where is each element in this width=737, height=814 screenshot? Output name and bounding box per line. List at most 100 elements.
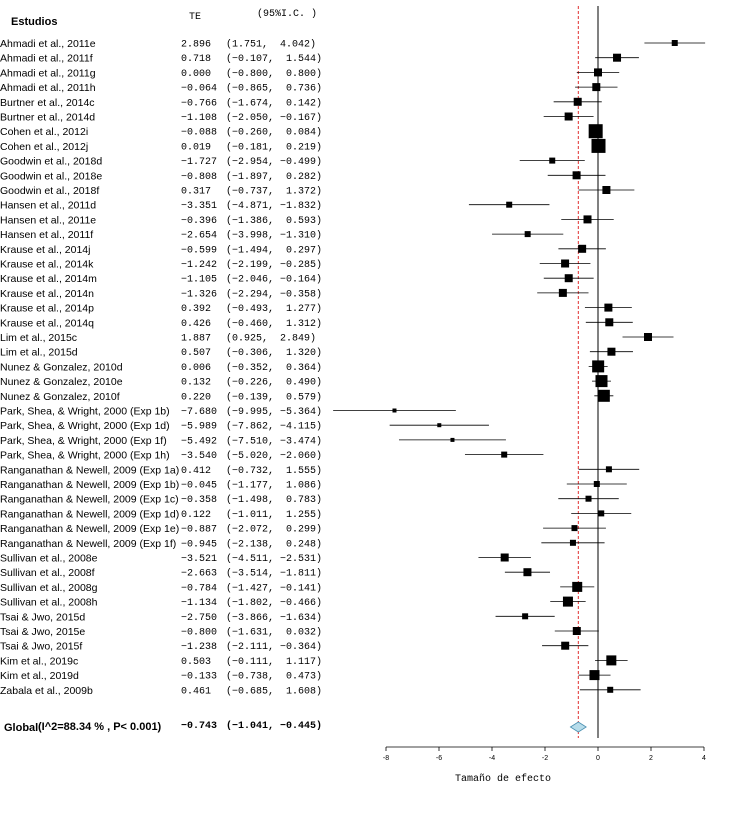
effect-square [549, 157, 556, 164]
study-ci-value: (−1.386, 0.593) [226, 215, 322, 227]
effect-square [578, 244, 587, 253]
effect-square [450, 437, 455, 442]
study-row: Park, Shea, & Wright, 2000 (Exp 1f) −5.49… [0, 435, 322, 448]
study-ci-value: (−3.866, −1.634) [226, 612, 322, 624]
study-ci-value: (−0.107, 1.544) [226, 53, 322, 65]
study-ci-value: (−0.737, 1.372) [226, 186, 322, 198]
study-row: Hansen et al., 2011f −2.654 (−3.998, −1.31… [0, 229, 322, 242]
study-row: Park, Shea, & Wright, 2000 (Exp 1b) −7.68… [0, 406, 322, 419]
study-ci-value: (0.925, 2.849) [226, 333, 316, 345]
study-effect-value: −2.654 [181, 231, 217, 242]
effect-square [583, 215, 592, 224]
study-row: Ranganathan & Newell, 2009 (Exp 1e) −0.88… [0, 523, 322, 536]
study-label: Krause et al., 2014m [0, 273, 97, 285]
study-label: Nunez & Gonzalez, 2010f [0, 391, 120, 403]
study-effect-value: −2.750 [181, 613, 217, 624]
effect-square [558, 288, 567, 297]
study-label: Krause et al., 2014p [0, 303, 94, 315]
study-effect-value: 0.122 [181, 510, 211, 521]
x-axis-tick-label: -6 [436, 755, 442, 762]
study-label: Tsai & Jwo, 2015f [0, 641, 82, 653]
study-effect-value: −0.045 [181, 481, 217, 492]
study-label: Sullivan et al., 2008f [0, 567, 95, 579]
study-effect-value: 0.718 [181, 54, 211, 65]
study-effect-value: −0.945 [181, 539, 217, 550]
study-ci-value: (−7.862, −4.115) [226, 421, 322, 433]
effect-square [598, 510, 605, 517]
effect-square [522, 613, 529, 620]
x-axis-tick-label: -4 [489, 755, 495, 762]
effect-square [561, 259, 570, 268]
study-row: Krause et al., 2014k −1.242 (−2.199, −0.28… [0, 259, 322, 272]
study-row: Krause et al., 2014p 0.392 (−0.493, 1.277) [0, 303, 322, 316]
study-row: Ahmadi et al., 2011h −0.064 (−0.865, 0.736… [0, 82, 322, 95]
study-effect-value: 0.392 [181, 304, 211, 315]
study-label: Krause et al., 2014k [0, 259, 94, 271]
study-effect-value: 1.887 [181, 334, 211, 345]
study-label: Zabala et al., 2009b [0, 685, 93, 697]
study-ci-value: (−3.514, −1.811) [226, 568, 322, 580]
study-ci-value: (−2.199, −0.285) [226, 259, 322, 271]
study-label: Ahmadi et al., 2011f [0, 53, 93, 65]
study-row: Burtner et al., 2014c −0.766 (−1.674, 0.14… [0, 97, 322, 110]
study-effect-value: −0.396 [181, 216, 217, 227]
study-effect-value: −3.521 [181, 554, 217, 565]
study-row: Krause et al., 2014n −1.326 (−2.294, −0.35… [0, 288, 322, 301]
header-study: Estudios [11, 16, 57, 28]
study-row: Krause et al., 2014q 0.426 (−0.460, 1.312) [0, 317, 322, 330]
study-effect-value: 0.426 [181, 319, 211, 330]
study-label: Lim et al., 2015d [0, 347, 78, 359]
effect-square [588, 124, 603, 139]
study-ci-value: (−1.802, −0.466) [226, 597, 322, 609]
study-label: Ahmadi et al., 2011e [0, 38, 96, 50]
study-ci-value: (−0.306, 1.320) [226, 347, 322, 359]
study-ci-value: (−0.260, 0.084) [226, 127, 322, 139]
study-effect-value: −0.800 [181, 628, 217, 639]
effect-square [572, 627, 581, 635]
effect-square [593, 481, 600, 487]
study-ci-value: (−7.510, −3.474) [226, 435, 322, 447]
study-effect-value: −1.727 [181, 157, 217, 168]
study-row: Nunez & Gonzalez, 2010f 0.220 (−0.139, 0.5… [0, 391, 322, 404]
study-row: Goodwin et al., 2018f 0.317 (−0.737, 1.372… [0, 185, 322, 198]
study-row: Ranganathan & Newell, 2009 (Exp 1a) 0.412… [0, 464, 322, 477]
study-effect-value: −5.492 [181, 436, 217, 447]
study-label: Cohen et al., 2012j [0, 141, 88, 153]
study-label: Kim et al., 2019d [0, 670, 79, 682]
study-effect-value: −0.766 [181, 98, 217, 109]
study-row: Goodwin et al., 2018d −1.727 (−2.954, −0.4… [0, 156, 322, 169]
study-row: Ahmadi et al., 2011e 2.896 (1.751, 4.042) [0, 38, 316, 51]
header-ci: (95%I.C. ) [257, 8, 317, 20]
study-row: Cohen et al., 2012i −0.088 (−0.260, 0.084) [0, 126, 322, 139]
study-effect-value: −1.242 [181, 260, 217, 271]
study-row: Cohen et al., 2012j 0.019 (−0.181, 0.219) [0, 141, 322, 154]
effect-square [523, 568, 532, 577]
study-row: Ranganathan & Newell, 2009 (Exp 1b) −0.04… [0, 479, 322, 492]
effect-square [594, 68, 602, 77]
study-effect-value: 0.461 [181, 686, 211, 697]
study-ci-value: (−0.139, 0.579) [226, 391, 322, 403]
study-effect-value: −5.989 [181, 422, 217, 433]
study-row: Ranganathan & Newell, 2009 (Exp 1f) −0.94… [0, 538, 322, 551]
study-row: Sullivan et al., 2008f −2.663 (−3.514, −1.… [0, 567, 322, 580]
study-label: Goodwin et al., 2018d [0, 156, 102, 168]
header-effect: TE [189, 12, 201, 23]
study-row: Tsai & Jwo, 2015f −1.238 (−2.111, −0.364) [0, 641, 322, 654]
study-ci-value: (−1.494, 0.297) [226, 244, 322, 256]
effect-square [613, 53, 622, 62]
study-row: Krause et al., 2014m −1.105 (−2.046, −0.16… [0, 273, 322, 286]
summary-diamond [569, 721, 587, 733]
study-row: Krause et al., 2014j −0.599 (−1.494, 0.297… [0, 244, 322, 256]
study-effect-value: −0.133 [181, 672, 217, 683]
effect-square [564, 274, 573, 283]
study-label: Sullivan et al., 2008h [0, 597, 98, 609]
study-ci-value: (−1.011, 1.255) [226, 509, 322, 521]
effect-square [605, 466, 612, 473]
study-effect-value: 0.507 [181, 348, 211, 359]
study-row: Tsai & Jwo, 2015e −0.800 (−1.631, 0.032) [0, 626, 322, 639]
study-row: Hansen et al., 2011d −3.351 (−4.871, −1.83… [0, 200, 322, 213]
study-ci-value: (−0.732, 1.555) [226, 465, 322, 477]
study-row: Ranganathan & Newell, 2009 (Exp 1d) 0.122… [0, 508, 322, 521]
effect-square [392, 408, 397, 413]
effect-square [572, 581, 583, 592]
